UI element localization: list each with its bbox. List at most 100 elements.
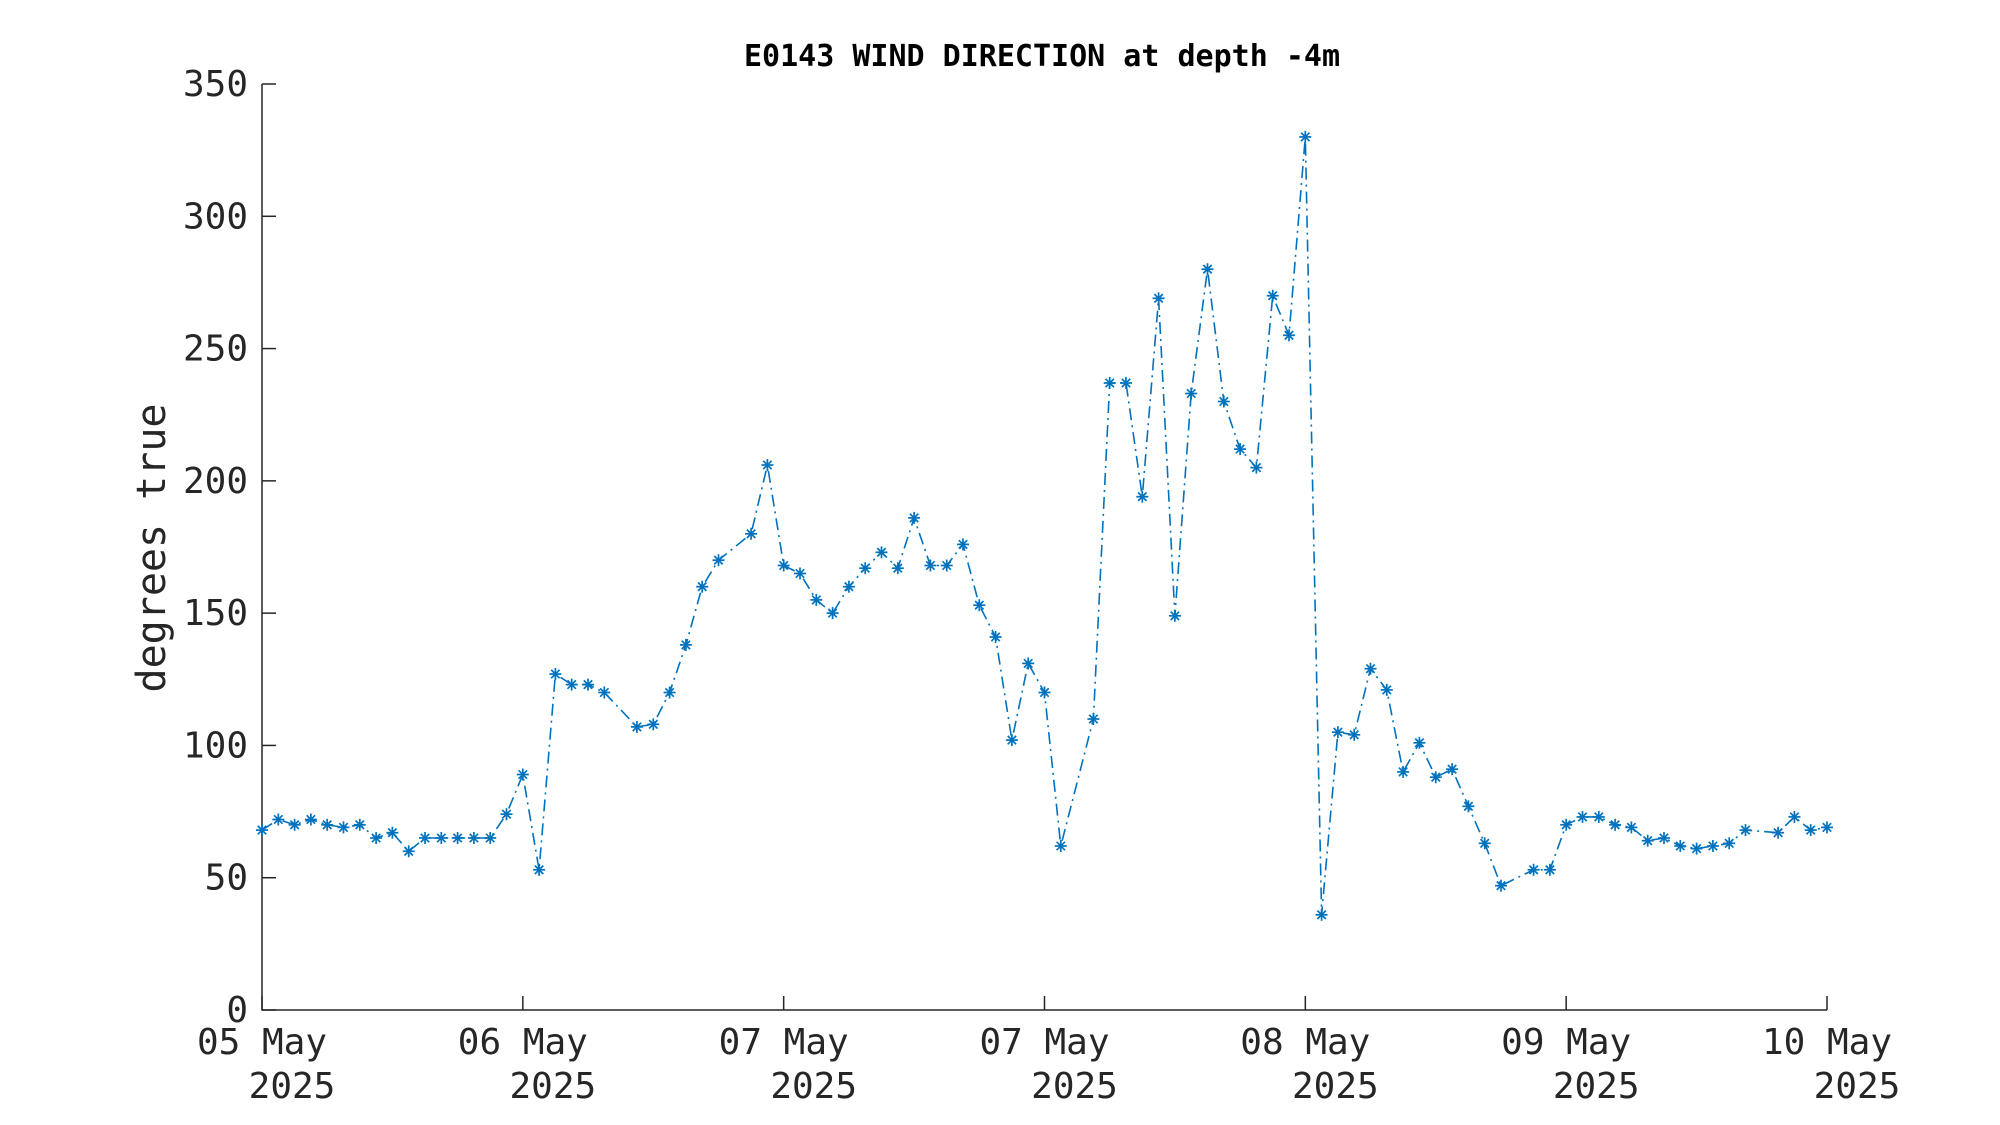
- data-point-marker: [1821, 821, 1833, 834]
- data-point-marker: [321, 818, 334, 831]
- data-point-marker: [1641, 834, 1654, 847]
- data-point-marker: [826, 607, 839, 620]
- data-point-marker: [565, 678, 578, 691]
- data-point-marker: [1038, 686, 1051, 699]
- data-point-marker: [663, 686, 676, 699]
- data-point-marker: [1331, 726, 1344, 739]
- data-point-marker: [1087, 713, 1100, 725]
- data-point-marker: [1266, 289, 1279, 302]
- x-tick-label-year: 2025: [1553, 1066, 1640, 1107]
- data-point-marker: [794, 567, 806, 580]
- data-point-marker: [891, 562, 904, 575]
- data-point-marker: [1625, 821, 1638, 834]
- y-tick-label: 350: [183, 64, 248, 105]
- data-point-marker: [745, 527, 758, 540]
- x-tick-label-year: 2025: [509, 1066, 596, 1107]
- data-point-marker: [1234, 443, 1247, 456]
- data-point-marker: [989, 631, 1002, 643]
- y-axis-label: degrees true: [129, 404, 175, 693]
- data-point-marker: [582, 678, 594, 691]
- data-point-marker: [435, 832, 448, 844]
- plot-area: [256, 130, 1833, 921]
- data-point-marker: [500, 808, 513, 821]
- data-point-marker: [1592, 810, 1605, 823]
- data-point-marker: [1788, 810, 1801, 823]
- axes: [261, 84, 1827, 1011]
- data-point-marker: [1429, 771, 1442, 784]
- data-point-marker: [1348, 728, 1361, 741]
- data-point-marker: [679, 638, 692, 651]
- data-point-marker: [1152, 292, 1165, 305]
- data-point-marker: [761, 459, 774, 471]
- data-point-marker: [1772, 826, 1785, 839]
- data-point-marker: [598, 686, 611, 699]
- data-point-marker: [1609, 818, 1622, 831]
- y-tick-label: 150: [183, 593, 248, 634]
- data-point-marker: [1201, 263, 1214, 276]
- data-point-marker: [1478, 837, 1491, 850]
- data-point-marker: [630, 720, 643, 733]
- data-point-marker: [516, 768, 529, 781]
- x-tick-label-date: 05 May: [197, 1022, 327, 1063]
- data-point-marker: [533, 863, 546, 876]
- data-point-marker: [1217, 395, 1230, 408]
- data-point-marker: [1674, 840, 1687, 852]
- data-point-marker: [1495, 879, 1507, 892]
- data-point-marker: [1380, 683, 1393, 696]
- data-point-marker: [1103, 377, 1116, 389]
- x-tick-label-date: 10 May: [1762, 1022, 1892, 1063]
- data-point-marker: [419, 832, 431, 844]
- x-tick-label-year: 2025: [770, 1066, 857, 1107]
- data-point-marker: [1560, 818, 1573, 831]
- x-tick-label-date: 09 May: [1501, 1022, 1631, 1063]
- data-point-marker: [304, 813, 317, 826]
- data-point-marker: [1397, 765, 1410, 778]
- data-point-marker: [1690, 842, 1703, 855]
- data-point-marker: [272, 813, 285, 826]
- data-point-marker: [1054, 840, 1067, 852]
- data-point-marker: [1364, 662, 1377, 675]
- data-point-marker: [1185, 387, 1198, 400]
- data-point-marker: [451, 832, 464, 844]
- data-point-marker: [859, 562, 872, 575]
- data-point-marker: [973, 599, 986, 612]
- data-point-marker: [1739, 824, 1752, 837]
- data-point-marker: [1446, 763, 1459, 776]
- data-point-marker: [549, 668, 562, 680]
- data-point-marker: [402, 845, 415, 858]
- data-point-marker: [1136, 490, 1149, 503]
- x-tick-label-year: 2025: [1292, 1066, 1379, 1107]
- x-tick-label-date: 08 May: [1240, 1022, 1370, 1063]
- data-point-marker: [696, 580, 709, 593]
- data-point-marker: [1804, 824, 1817, 837]
- data-point-marker: [1005, 734, 1018, 747]
- data-point-marker: [1543, 863, 1556, 876]
- data-point-marker: [1413, 736, 1426, 749]
- data-point-marker: [810, 593, 823, 606]
- data-point-marker: [386, 826, 399, 839]
- data-point-marker: [1250, 461, 1263, 474]
- x-tick-label-year: 2025: [1031, 1066, 1118, 1107]
- data-point-marker: [1120, 377, 1132, 389]
- data-point-marker: [957, 538, 969, 551]
- y-tick-label: 100: [183, 725, 248, 766]
- data-point-marker: [353, 818, 366, 831]
- y-tick-label: 50: [205, 858, 248, 899]
- x-tick-label-year: 2025: [1814, 1066, 1901, 1107]
- y-tick-label: 200: [183, 461, 248, 502]
- x-tick-label-date: 06 May: [458, 1022, 588, 1063]
- data-point-marker: [712, 554, 725, 567]
- data-point-marker: [1723, 837, 1736, 850]
- data-point-marker: [924, 559, 937, 572]
- y-ticks: 0 50 100 150 200 250 300 350: [183, 64, 276, 1031]
- data-point-marker: [1527, 863, 1540, 876]
- y-tick-label: 250: [183, 329, 248, 370]
- chart-title: E0143 WIND DIRECTION at depth -4m: [744, 39, 1340, 74]
- data-point-marker: [256, 824, 268, 837]
- y-tick-label: 300: [183, 196, 248, 237]
- data-point-marker: [940, 559, 953, 572]
- data-point-marker: [1658, 832, 1670, 844]
- series-line: [261, 136, 1828, 915]
